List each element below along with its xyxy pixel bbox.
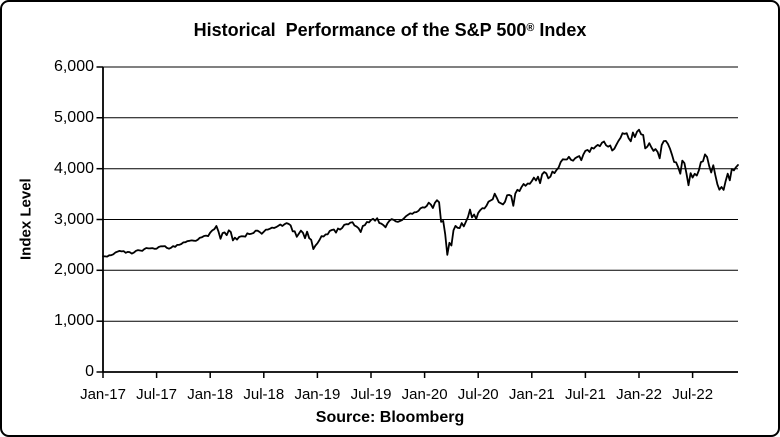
registered-trademark-symbol: ® [526,21,535,34]
y-tick-label: 3,000 [53,210,94,228]
x-tick-label: Jan-22 [616,386,662,403]
x-tick-label: Jan-18 [187,386,234,403]
y-tick-label: 6,000 [53,58,94,75]
y-tick-label: 5,000 [53,108,94,126]
x-tick-label: Jul-22 [672,386,714,403]
chart-title: Historical Performance of the S&P 500® I… [2,20,778,41]
x-tick-label: Jul-19 [350,386,392,403]
source-caption: Source: Bloomberg [315,409,465,426]
y-axis-title: Index Level [17,178,35,261]
y-tick-label: 2,000 [53,261,94,279]
chart-title-text: Historical Performance of the S&P 500 [193,20,527,40]
x-tick-label: Jul-17 [136,386,178,403]
y-tick-label: 0 [85,363,94,380]
chart-title-suffix: Index [534,20,587,40]
y-tick-label: 1,000 [53,312,94,330]
x-tick-label: Jan-20 [401,386,448,403]
x-tick-label: Jul-20 [457,386,499,403]
x-tick-label: Jan-17 [80,386,126,403]
x-tick-label: Jul-21 [564,386,606,403]
y-tick-label: 4,000 [53,159,94,177]
x-tick-label: Jul-18 [243,386,285,403]
x-tick-label: Jan-19 [294,386,341,403]
x-tick-label: Jan-21 [508,386,555,403]
sp500-series-line [102,128,739,258]
